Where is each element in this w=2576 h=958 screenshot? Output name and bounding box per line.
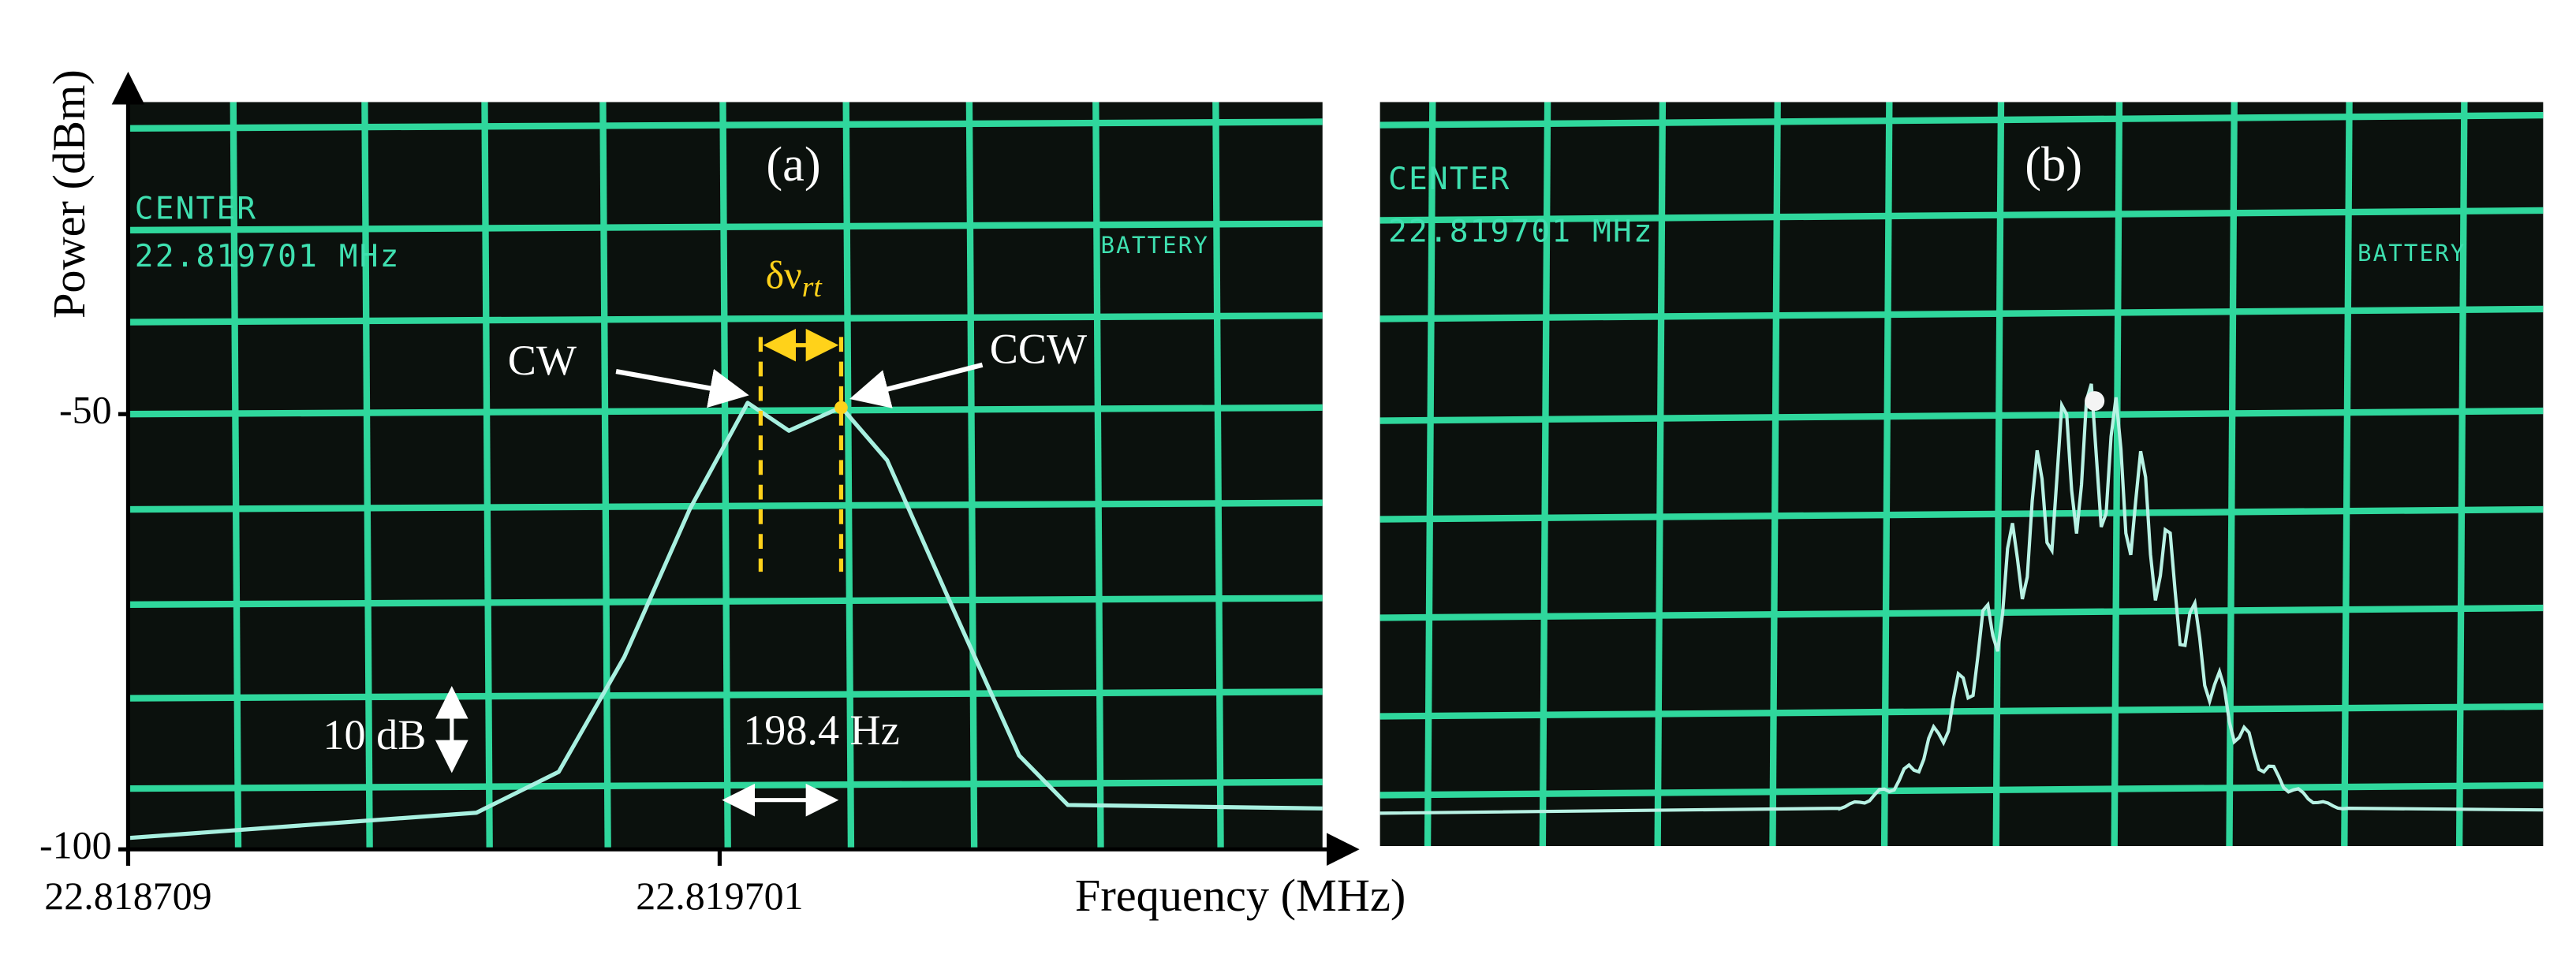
screen-grid-line [2341, 102, 2353, 847]
delta-label: δνrt [766, 253, 823, 304]
annotation: 198.4 Hz [743, 706, 899, 754]
screen-grid-line [1880, 102, 1893, 847]
marker-dot [834, 401, 848, 415]
panel-label: (b) [2025, 136, 2082, 192]
y-tick-label: -50 [59, 388, 112, 432]
annotation: CCW [990, 326, 1087, 373]
screen-grid-line [1379, 781, 2544, 799]
screen-grid-line [1379, 305, 2544, 322]
screen-grid-line [128, 688, 1323, 702]
screen-grid [128, 102, 1323, 850]
screen-text: CENTER [1388, 161, 1510, 197]
y-tick-label: -100 [39, 823, 112, 867]
y-axis-label: Power (dBm) [43, 69, 95, 319]
screen-grid-line [128, 404, 1323, 418]
screen-grid-line [1379, 407, 2544, 424]
screen-text: BATTERY [1101, 232, 1209, 259]
screen-grid-line [2111, 102, 2123, 847]
screen-grid-line [1992, 102, 2005, 847]
annotation-arrow [849, 362, 984, 408]
trace [128, 401, 1323, 841]
screen-text: 22.819701 MHz [1388, 214, 1654, 250]
screen-text: BATTERY [2358, 240, 2466, 267]
screen-grid [1379, 102, 2544, 847]
screen-grid-line [1379, 111, 2544, 129]
delta-subscript: rt [802, 271, 823, 304]
screen-grid-line [1424, 102, 1436, 847]
screen-grid-line [128, 118, 1323, 132]
screen-grid-line [1379, 207, 2544, 224]
screen-grid-line [1769, 102, 1781, 847]
panel-label: (a) [766, 136, 820, 192]
trace-b [1379, 383, 2544, 815]
screen-grid-line [128, 595, 1323, 609]
x-axis-label: Frequency (MHz) [1075, 870, 1406, 921]
screen-grid-line [128, 499, 1323, 513]
screen-grid-line [2455, 102, 2468, 847]
screen-grid-line [1539, 102, 1551, 847]
x-tick-label: 22.818709 [44, 874, 211, 918]
screen-text: CENTER [135, 190, 257, 226]
screen-grid-line [128, 312, 1323, 326]
marker-dot [2085, 391, 2105, 412]
screen-text: 22.819701 MHz [135, 238, 401, 274]
annotation: CW [508, 337, 577, 384]
screen-grid-line [128, 220, 1323, 234]
delta-symbol: δν [766, 253, 802, 297]
screen-grid-line [1379, 703, 2544, 720]
screen-grid-line [1654, 102, 1667, 847]
x-tick-label: 22.819701 [636, 874, 803, 918]
screen-grid-line [1379, 505, 2544, 523]
annotation: 10 dB [323, 711, 426, 759]
screen-grid-line [1379, 604, 2544, 621]
annotation-arrow [615, 368, 749, 408]
